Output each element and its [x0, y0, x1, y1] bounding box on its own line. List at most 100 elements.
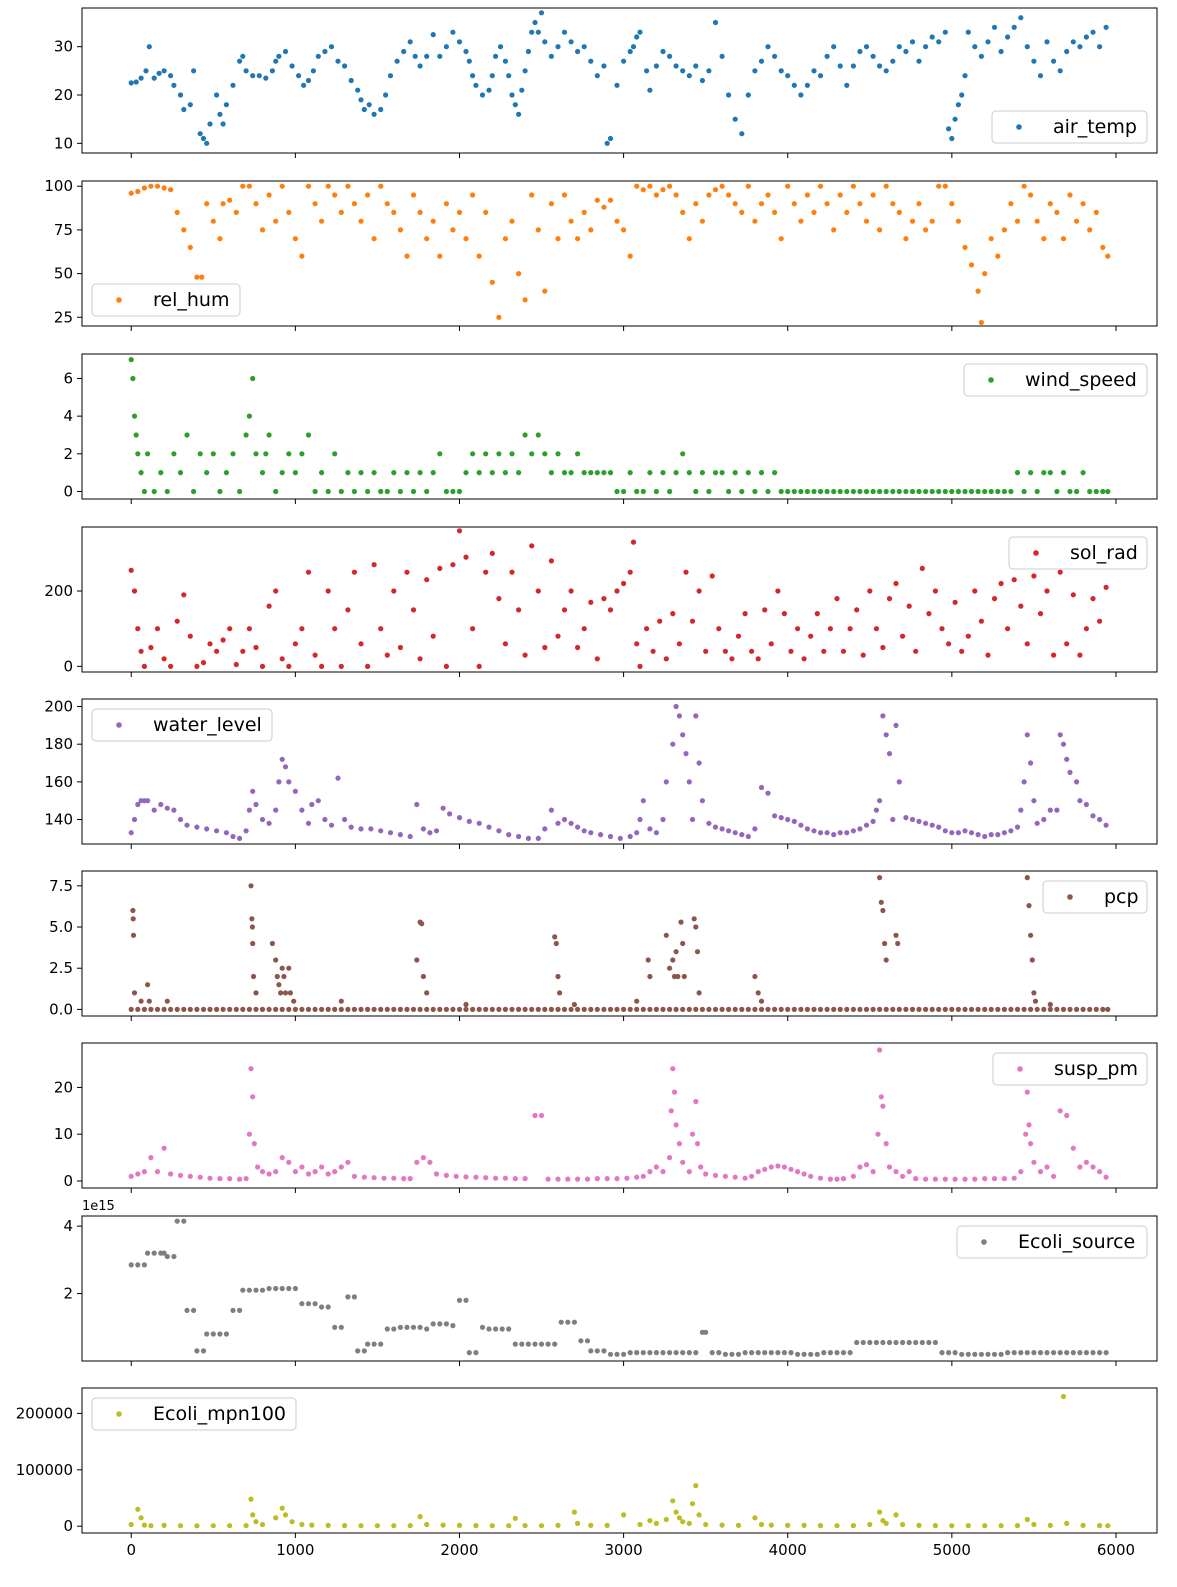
data-point [604, 1522, 610, 1528]
data-point [755, 656, 761, 662]
data-point [243, 1523, 249, 1529]
data-point [1028, 932, 1034, 938]
legend-marker [988, 377, 994, 383]
data-point [916, 818, 922, 825]
data-point [821, 648, 827, 654]
data-point [968, 1006, 975, 1013]
data-point [365, 1006, 371, 1013]
data-point [332, 1006, 338, 1013]
data-point [286, 451, 292, 457]
data-point [663, 932, 669, 938]
data-point [427, 1159, 433, 1165]
data-point [673, 1122, 679, 1128]
data-point [391, 1006, 397, 1013]
data-point [128, 357, 134, 363]
data-point [896, 1006, 902, 1013]
data-point [470, 192, 476, 198]
legend: Ecoli_source [956, 1225, 1148, 1259]
data-point [581, 470, 587, 476]
data-point [200, 135, 207, 142]
data-point [338, 1324, 344, 1330]
data-point [404, 470, 410, 476]
data-point [909, 39, 916, 45]
data-point [128, 567, 134, 573]
data-point [637, 29, 643, 35]
data-point [486, 824, 492, 830]
y-tick-label: 100 [44, 177, 73, 195]
data-point [1054, 209, 1060, 215]
data-point [282, 764, 289, 770]
data-point [470, 626, 476, 632]
data-point [1070, 1145, 1076, 1151]
data-point [253, 1006, 259, 1013]
data-point [130, 932, 137, 938]
data-point [946, 126, 952, 132]
data-point [785, 1006, 791, 1013]
data-point [785, 488, 791, 495]
data-point [735, 633, 742, 639]
data-point [1087, 1006, 1093, 1013]
data-point [673, 1509, 679, 1515]
data-point [942, 828, 948, 834]
panel-Ecoli_mpn100: 0 100000 200000 0 1000 2000 3000 4000 5000 6000 Ec… [16, 1387, 1158, 1559]
data-point [634, 34, 640, 40]
data-point [286, 1159, 292, 1165]
data-point [210, 451, 216, 457]
data-point [878, 1094, 884, 1100]
data-point [315, 798, 321, 804]
data-point [919, 565, 925, 572]
data-point [867, 1521, 873, 1528]
data-point [703, 1329, 709, 1335]
data-point [1097, 1169, 1103, 1175]
data-point [220, 201, 226, 207]
data-point [1011, 24, 1017, 30]
data-point [749, 1173, 755, 1179]
data-point [489, 550, 495, 557]
data-point [594, 1176, 600, 1182]
data-point [299, 626, 305, 632]
data-point [673, 1006, 679, 1013]
data-point [936, 824, 942, 830]
data-point [276, 779, 282, 785]
data-point [217, 488, 223, 495]
data-point [742, 1350, 748, 1356]
data-point [279, 1155, 285, 1161]
legend: sol_rad [1008, 536, 1148, 570]
axes-frame [81, 353, 1158, 500]
data-point [483, 209, 489, 215]
data-point [801, 1171, 807, 1177]
data-point [210, 1523, 216, 1529]
data-point [1097, 44, 1103, 50]
data-point [762, 607, 768, 613]
data-point [923, 488, 929, 495]
data-point [371, 1006, 377, 1013]
data-point [542, 39, 548, 45]
data-point [588, 58, 594, 64]
data-point [332, 626, 338, 632]
data-point [565, 1176, 571, 1182]
data-point [857, 1164, 863, 1170]
data-point [1034, 488, 1040, 495]
data-point [693, 63, 699, 69]
data-point [141, 1262, 147, 1268]
data-point [929, 822, 935, 828]
data-point [246, 807, 252, 813]
data-point [410, 192, 417, 198]
data-point [991, 1176, 998, 1182]
data-point [900, 1521, 906, 1528]
data-point [177, 1172, 184, 1178]
data-point [621, 58, 627, 64]
panel-sol_rad: 0 200 sol_rad [44, 526, 1158, 677]
data-point [516, 833, 522, 840]
data-point [358, 97, 364, 103]
data-point [404, 1006, 410, 1013]
data-point [801, 656, 807, 662]
y-tick-label: 2.5 [49, 959, 73, 977]
data-point [601, 204, 607, 210]
data-point [299, 253, 305, 259]
data-point [831, 1006, 837, 1013]
data-point [397, 1324, 403, 1330]
panel-Ecoli_source: 2 4 1e15 Ecoli_source [63, 1199, 1158, 1366]
